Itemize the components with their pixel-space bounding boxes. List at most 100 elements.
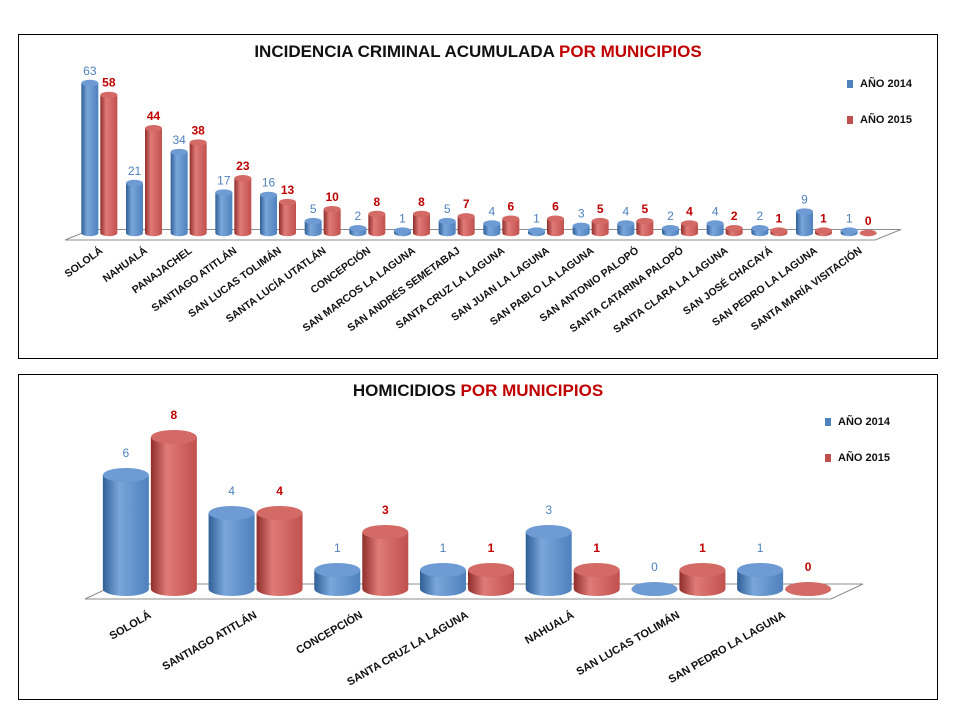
bar-2014-10 — [528, 227, 545, 237]
value-label-2014-2: 34 — [172, 133, 186, 147]
bar-2015-11 — [591, 217, 609, 237]
bar-2015-1 — [256, 506, 303, 596]
value-label-2015-16: 1 — [820, 211, 827, 225]
legend-item-2014: AÑO 2014 — [847, 77, 912, 91]
bar-2015-13 — [681, 220, 698, 237]
incidencia-chart-title: INCIDENCIA CRIMINAL ACUMULADA POR MUNICI… — [19, 42, 937, 62]
bar-2015-10 — [547, 215, 564, 237]
bar-2015-17 — [859, 229, 877, 237]
value-label-2015-1: 4 — [276, 484, 283, 498]
bar-2014-7 — [394, 227, 411, 237]
value-label-2014-7: 1 — [399, 211, 406, 225]
incidencia-title-main: INCIDENCIA CRIMINAL ACUMULADA — [254, 42, 555, 61]
value-label-2015-13: 4 — [686, 204, 693, 218]
bar-2014-1 — [208, 506, 255, 596]
value-label-2014-0: 6 — [123, 446, 130, 460]
value-label-2014-6: 2 — [354, 209, 361, 223]
category-label-0: SOLOLÁ — [107, 608, 153, 642]
value-label-2015-15: 1 — [775, 211, 782, 225]
bar-2015-6 — [785, 582, 832, 596]
legend-swatch-2014 — [847, 80, 853, 88]
bar-2014-17 — [840, 227, 858, 237]
category-label-6: SAN PEDRO LA LAGUNA — [667, 609, 788, 686]
value-label-2015-2: 3 — [382, 503, 389, 517]
value-label-2014-16: 9 — [801, 192, 808, 206]
bar-2015-6 — [368, 210, 386, 237]
bar-2015-12 — [636, 217, 654, 237]
bar-2014-2 — [170, 148, 188, 237]
value-label-2015-6: 8 — [373, 195, 380, 209]
bar-2014-6 — [737, 563, 784, 596]
bar-2015-3 — [234, 175, 252, 237]
bar-2015-16 — [815, 227, 832, 237]
value-label-2014-1: 4 — [228, 484, 235, 498]
category-label-1: SANTIAGO ATITLÁN — [160, 608, 259, 673]
value-label-2015-5: 1 — [699, 541, 706, 555]
bar-2014-5 — [304, 217, 322, 237]
value-label-2015-9: 6 — [507, 200, 514, 214]
value-label-2014-10: 1 — [533, 211, 540, 225]
bar-2014-3 — [215, 189, 233, 237]
legend-label-2015: AÑO 2015 — [860, 114, 912, 126]
bar-2014-5 — [631, 582, 678, 596]
homicidios-chart: 6 8 SOLOLÁ 4 4 SANTIAGO ATITLÁN 1 3 CONCEPCIÓN 1 1… — [84, 408, 864, 688]
bar-2015-4 — [279, 198, 296, 237]
bar-2015-9 — [502, 215, 520, 237]
value-label-2014-5: 5 — [310, 202, 317, 216]
legend-swatch-2015 — [847, 116, 853, 124]
value-label-2015-10: 6 — [552, 200, 559, 214]
value-label-2015-6: 0 — [805, 560, 812, 574]
value-label-2014-8: 5 — [444, 202, 451, 216]
incidencia-chart-panel: 63 58 SOLOLÁ 21 44 NAHUALÁ 34 38 PANAJACHEL 17 23 S… — [18, 34, 938, 359]
bar-2015-5 — [323, 205, 341, 237]
value-label-2015-8: 7 — [463, 197, 470, 211]
category-label-2: CONCEPCIÓN — [294, 608, 365, 657]
bar-2015-1 — [145, 125, 162, 237]
legend-swatch-2014 — [825, 418, 831, 426]
legend-label-2014: AÑO 2014 — [838, 416, 890, 428]
value-label-2015-5: 10 — [325, 190, 339, 204]
value-label-2014-13: 2 — [667, 209, 674, 223]
bar-2014-4 — [525, 525, 572, 596]
bar-2015-14 — [725, 225, 743, 237]
homicidios-chart-title: HOMICIDIOS POR MUNICIPIOS — [19, 381, 937, 401]
bar-2015-0 — [100, 91, 118, 237]
legend-label-2014: AÑO 2014 — [860, 78, 912, 90]
value-label-2015-17: 0 — [865, 214, 872, 228]
bar-2015-8 — [457, 213, 475, 237]
value-label-2015-0: 58 — [102, 76, 116, 90]
category-label-3: SANTA CRUZ LA LAGUNA — [345, 609, 470, 688]
value-label-2015-2: 38 — [191, 123, 205, 137]
bar-2014-14 — [706, 220, 724, 237]
category-label-0: SOLOLÁ — [62, 244, 105, 280]
legend-item-2014: AÑO 2014 — [825, 415, 890, 429]
value-label-2014-6: 1 — [757, 541, 764, 555]
category-label-4: NAHUALÁ — [523, 608, 577, 646]
value-label-2015-3: 1 — [488, 541, 495, 555]
value-label-2014-14: 4 — [712, 204, 719, 218]
bar-2014-0 — [102, 468, 149, 596]
legend-item-2015: AÑO 2015 — [847, 113, 912, 127]
bar-2015-2 — [189, 139, 207, 237]
homicidios-title-accent: POR MUNICIPIOS — [460, 381, 604, 400]
incidencia-title-accent: POR MUNICIPIOS — [559, 42, 702, 61]
value-label-2014-15: 2 — [756, 209, 763, 223]
value-label-2014-2: 1 — [334, 541, 341, 555]
bar-2015-15 — [770, 227, 788, 237]
bar-2014-6 — [349, 225, 367, 237]
value-label-2015-14: 2 — [731, 209, 738, 223]
bar-2015-0 — [150, 430, 197, 596]
value-label-2015-12: 5 — [641, 202, 648, 216]
value-label-2014-3: 1 — [440, 541, 447, 555]
value-label-2014-3: 17 — [217, 173, 231, 187]
bar-2014-1 — [126, 179, 143, 237]
bar-2015-3 — [468, 563, 514, 596]
category-label-5: SAN LUCAS TOLIMÁN — [574, 608, 682, 678]
value-label-2014-4: 16 — [262, 176, 276, 190]
legend-swatch-2015 — [825, 454, 831, 462]
value-label-2014-0: 63 — [83, 64, 97, 78]
value-label-2015-0: 8 — [171, 408, 178, 422]
value-label-2015-4: 13 — [281, 183, 295, 197]
value-label-2015-3: 23 — [236, 159, 250, 173]
bar-2014-15 — [751, 225, 769, 237]
